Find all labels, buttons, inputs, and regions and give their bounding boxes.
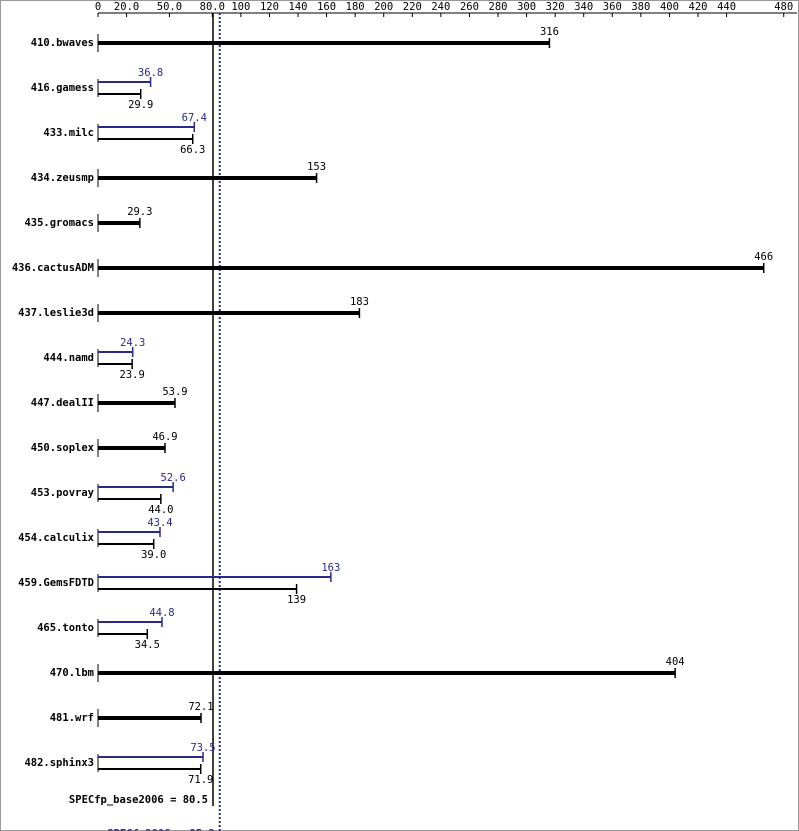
x-tick-label: 80.0 (200, 1, 225, 13)
category-label: 450.soplex (31, 442, 95, 454)
value-label: 67.4 (182, 112, 207, 124)
reference-label: SPECfp2006 = 85.2 (107, 828, 214, 831)
x-tick-label: 320 (546, 1, 565, 13)
value-label: 316 (540, 26, 559, 38)
category-label: 416.gamess (31, 82, 94, 94)
category-label: 435.gromacs (24, 217, 94, 229)
x-tick-label: 300 (517, 1, 536, 13)
x-tick-label: 160 (317, 1, 336, 13)
x-tick-label: 360 (603, 1, 622, 13)
x-tick-label: 340 (574, 1, 593, 13)
category-label: 447.dealII (31, 397, 94, 409)
x-tick-label: 50.0 (157, 1, 182, 13)
x-tick-label: 480 (774, 1, 793, 13)
value-label: 43.4 (147, 517, 172, 529)
x-tick-label: 280 (489, 1, 508, 13)
value-label: 24.3 (120, 337, 145, 349)
x-tick-label: 420 (689, 1, 708, 13)
value-label: 23.9 (119, 369, 144, 381)
category-label: 459.GemsFDTD (18, 577, 94, 589)
category-label: 434.zeusmp (31, 172, 94, 184)
category-label: 437.leslie3d (18, 307, 94, 319)
category-label: 444.namd (43, 352, 94, 364)
category-label: 465.tonto (37, 622, 94, 634)
value-label: 153 (307, 161, 326, 173)
x-tick-label: 400 (660, 1, 679, 13)
value-label: 71.9 (188, 774, 213, 786)
value-label: 36.8 (138, 67, 163, 79)
x-tick-label: 0 (95, 1, 101, 13)
value-label: 466 (754, 251, 773, 263)
x-tick-label: 100 (231, 1, 250, 13)
x-tick-label: 380 (631, 1, 650, 13)
x-tick-label: 200 (374, 1, 393, 13)
value-label: 72.1 (188, 701, 213, 713)
x-tick-label: 20.0 (114, 1, 139, 13)
x-tick-label: 120 (260, 1, 279, 13)
x-tick-label: 220 (403, 1, 422, 13)
value-label: 73.5 (190, 742, 215, 754)
value-label: 66.3 (180, 144, 205, 156)
value-label: 53.9 (162, 386, 187, 398)
x-tick-label: 260 (460, 1, 479, 13)
category-label: 481.wrf (50, 712, 94, 724)
category-label: 482.sphinx3 (24, 757, 94, 769)
value-label: 39.0 (141, 549, 166, 561)
value-label: 404 (666, 656, 685, 668)
category-label: 470.lbm (50, 667, 94, 679)
value-label: 29.9 (128, 99, 153, 111)
category-label: 453.povray (31, 487, 95, 499)
value-label: 44.8 (149, 607, 174, 619)
category-label: 433.milc (43, 127, 94, 139)
category-label: 410.bwaves (31, 37, 94, 49)
value-label: 52.6 (160, 472, 185, 484)
value-label: 29.3 (127, 206, 152, 218)
value-label: 46.9 (152, 431, 177, 443)
x-tick-label: 180 (346, 1, 365, 13)
category-label: 436.cactusADM (12, 262, 94, 274)
value-label: 34.5 (135, 639, 160, 651)
value-label: 183 (350, 296, 369, 308)
x-tick-label: 440 (717, 1, 736, 13)
value-label: 44.0 (148, 504, 173, 516)
x-tick-label: 140 (289, 1, 308, 13)
category-label: 454.calculix (18, 532, 95, 544)
value-label: 139 (287, 594, 306, 606)
x-tick-label: 240 (431, 1, 450, 13)
reference-label: SPECfp_base2006 = 80.5 (69, 794, 208, 806)
value-label: 163 (321, 562, 340, 574)
